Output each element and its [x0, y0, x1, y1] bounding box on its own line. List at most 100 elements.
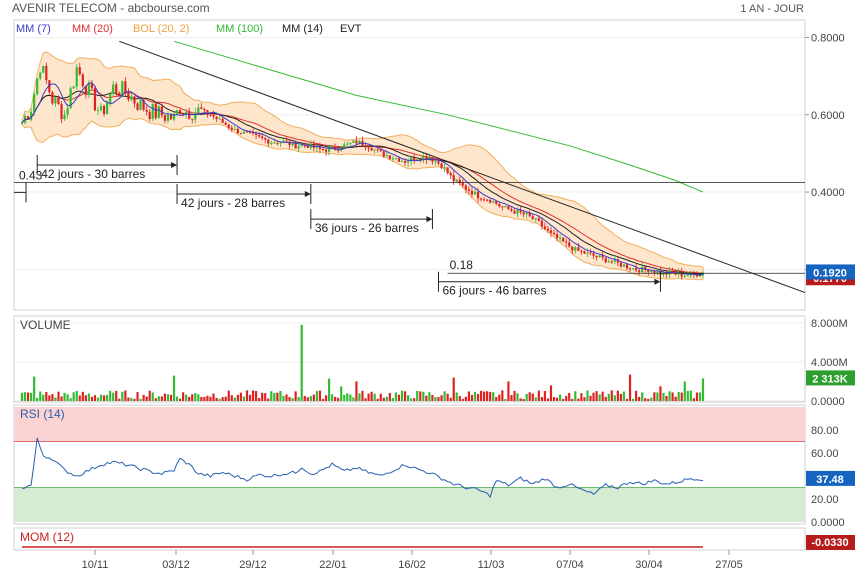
mm100-line [173, 40, 704, 193]
volume-bar [559, 394, 562, 401]
rsi-badge [806, 470, 855, 486]
volume-bar [452, 377, 455, 401]
candle [513, 208, 516, 214]
volume-bar [486, 391, 489, 401]
volume-bar [510, 395, 513, 401]
rsi-title: RSI (14) [20, 407, 65, 421]
candle [571, 246, 574, 255]
candle [39, 71, 42, 81]
volume-bar [194, 393, 197, 401]
volume-bar [145, 396, 148, 401]
volume-bar [382, 397, 385, 401]
candle [215, 116, 218, 123]
volume-bar [23, 392, 27, 401]
volume-y-axis: 8.000M 4.000M 0.0000 2 313K [806, 318, 855, 408]
volume-bar [504, 398, 507, 401]
volume-panel-frame [13, 315, 806, 403]
x-tick-label: 22/01 [319, 559, 347, 571]
legend-entry: MM (14) [282, 23, 323, 35]
volume-bar [188, 396, 191, 401]
volume-bar [689, 390, 692, 401]
volume-tick-label: 0.0000 [811, 396, 845, 408]
x-axis: 10/11 03/12 29/12 22/01 16/02 11/03 07/04 30/04… [82, 550, 743, 571]
candle [391, 155, 395, 162]
volume-bar [641, 392, 644, 401]
volume-bar [42, 394, 45, 401]
legend-entry: MM (7) [16, 23, 51, 35]
volume-bar [483, 391, 486, 401]
volume-bar [677, 391, 680, 401]
candle [264, 136, 267, 144]
volume-bar [148, 390, 151, 401]
volume-bar [124, 390, 127, 401]
volume-bar [57, 391, 60, 401]
volume-bar [479, 390, 483, 401]
candle [543, 222, 547, 231]
volume-bar [136, 392, 139, 401]
volume-bar [683, 381, 686, 401]
volume-bar [680, 392, 683, 401]
candle [425, 152, 428, 165]
candle [610, 259, 613, 264]
volume-bar [84, 395, 87, 401]
candle [60, 101, 63, 124]
candle [109, 91, 112, 107]
volume-badge [806, 370, 855, 386]
candle [349, 142, 352, 146]
price-badge-blue [806, 264, 855, 280]
volume-bar [45, 392, 48, 401]
candle [604, 257, 607, 264]
volume-bar [571, 398, 574, 401]
volume-bar [455, 392, 458, 401]
volume-bar [87, 393, 90, 401]
volume-bar [130, 397, 133, 401]
volume-bar [178, 398, 182, 401]
candle [589, 248, 592, 256]
candle [258, 131, 261, 139]
candle [388, 155, 391, 160]
volume-tick-label: 8.000M [811, 318, 848, 330]
price-tick-label: 0.8000 [811, 32, 845, 44]
candle [343, 141, 346, 150]
volume-bar [638, 396, 641, 401]
candle [622, 263, 626, 268]
volume-bar [75, 390, 78, 401]
mom-badge-value: -0.0330 [811, 537, 848, 549]
volume-bar [422, 391, 425, 401]
volume-bar [434, 397, 437, 401]
volume-bar [54, 397, 57, 401]
volume-bar [522, 399, 525, 401]
volume-bar [653, 392, 656, 401]
candle [407, 158, 410, 168]
candle [583, 250, 586, 255]
volume-bar [613, 395, 616, 401]
volume-bar [446, 393, 449, 401]
volume-bar [197, 394, 200, 401]
candle [641, 262, 644, 274]
candle [498, 201, 501, 208]
candle [504, 205, 507, 208]
volume-bar [635, 390, 638, 401]
volume-bar [549, 385, 553, 401]
volume-bar [154, 398, 157, 401]
volume-bar [370, 391, 373, 401]
candle [145, 105, 148, 116]
volume-bar [133, 398, 136, 401]
x-tick-label: 16/02 [398, 559, 426, 571]
volume-bar [565, 396, 568, 401]
volume-bar [157, 396, 160, 401]
volume-bar [531, 393, 534, 401]
mom-badge [806, 535, 855, 550]
candle [163, 114, 166, 124]
candle [318, 142, 322, 154]
candle [66, 103, 69, 119]
volume-bar [267, 398, 270, 401]
volume-bar [318, 390, 322, 401]
volume-bar [674, 396, 677, 401]
volume-bar [400, 390, 404, 401]
volume-bar [227, 390, 230, 401]
volume-bar [209, 396, 212, 401]
candle [188, 107, 191, 120]
volume-bar [300, 324, 303, 401]
